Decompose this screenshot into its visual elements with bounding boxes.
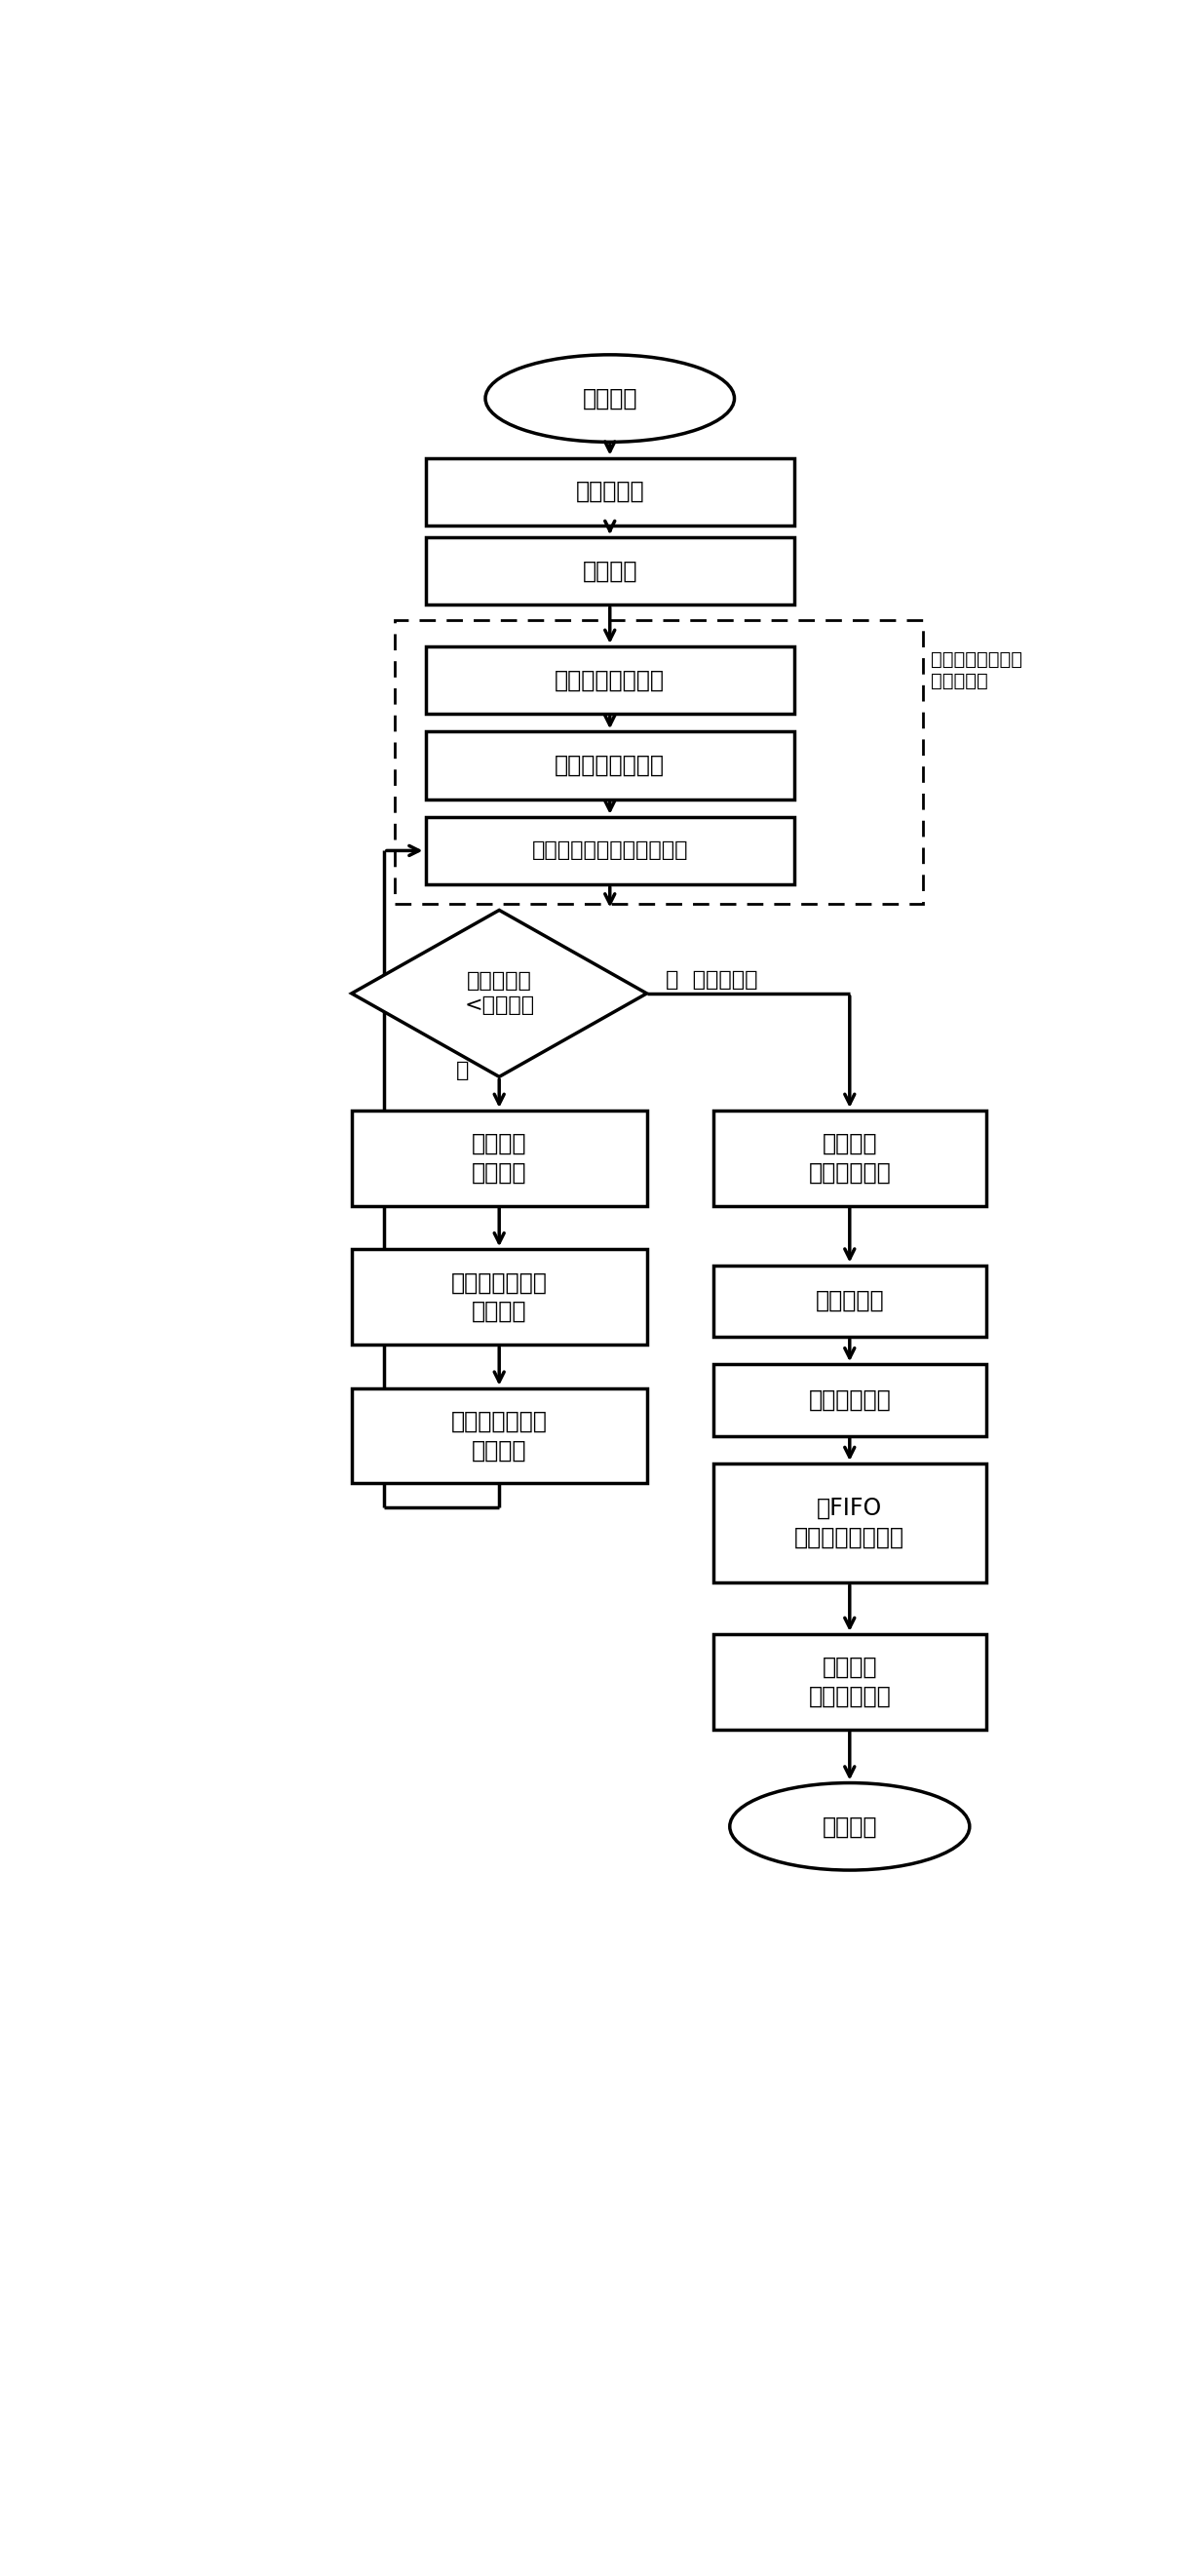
FancyBboxPatch shape xyxy=(426,459,795,526)
FancyBboxPatch shape xyxy=(352,1110,647,1206)
Text: 运行总时间
<设定时间: 运行总时间 <设定时间 xyxy=(464,971,534,1015)
Text: 否  试车时间到: 否 试车时间到 xyxy=(665,969,757,989)
Text: 试车程序: 试车程序 xyxy=(582,386,638,410)
Ellipse shape xyxy=(486,355,734,443)
Text: 试车结束: 试车结束 xyxy=(822,1816,877,1839)
FancyBboxPatch shape xyxy=(713,1365,987,1435)
Text: 参数配置: 参数配置 xyxy=(582,559,638,582)
FancyBboxPatch shape xyxy=(713,1265,987,1337)
Text: 上电初始化: 上电初始化 xyxy=(576,479,644,502)
FancyBboxPatch shape xyxy=(426,647,795,714)
Text: 显示燃料节流阀
运转角度: 显示燃料节流阀 运转角度 xyxy=(451,1409,547,1463)
Text: 退出中断
显示试车时间: 退出中断 显示试车时间 xyxy=(808,1131,891,1185)
FancyBboxPatch shape xyxy=(713,1110,987,1206)
FancyBboxPatch shape xyxy=(352,1388,647,1484)
FancyBboxPatch shape xyxy=(426,538,795,605)
Text: 开启电机调速中断: 开启电机调速中断 xyxy=(555,755,665,778)
Text: 是: 是 xyxy=(456,1061,469,1079)
Text: 清试车标志: 清试车标志 xyxy=(815,1288,884,1314)
Text: 读FIFO
保存角度采集数据: 读FIFO 保存角度采集数据 xyxy=(795,1497,904,1548)
FancyBboxPatch shape xyxy=(713,1463,987,1582)
Ellipse shape xyxy=(729,1783,970,1870)
FancyBboxPatch shape xyxy=(352,1249,647,1345)
FancyBboxPatch shape xyxy=(426,732,795,799)
Polygon shape xyxy=(352,909,647,1077)
Text: 双路电机流量调节
及角度采集: 双路电机流量调节 及角度采集 xyxy=(931,649,1022,690)
Text: 显示流量调节器
运转角度: 显示流量调节器 运转角度 xyxy=(451,1270,547,1324)
Text: 开启角度采集中断: 开启角度采集中断 xyxy=(555,667,665,693)
FancyBboxPatch shape xyxy=(713,1633,987,1728)
FancyBboxPatch shape xyxy=(426,817,795,884)
Text: 等待按键
退出试车程序: 等待按键 退出试车程序 xyxy=(808,1656,891,1708)
Text: 实时显示
试车时间: 实时显示 试车时间 xyxy=(471,1131,527,1185)
Text: 调用电机调速中断服务程序: 调用电机调速中断服务程序 xyxy=(532,840,688,860)
Text: 恢复中断向量: 恢复中断向量 xyxy=(808,1388,891,1412)
